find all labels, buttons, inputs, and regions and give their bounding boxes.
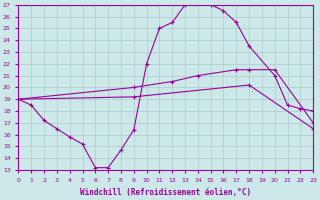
X-axis label: Windchill (Refroidissement éolien,°C): Windchill (Refroidissement éolien,°C) [80,188,252,197]
